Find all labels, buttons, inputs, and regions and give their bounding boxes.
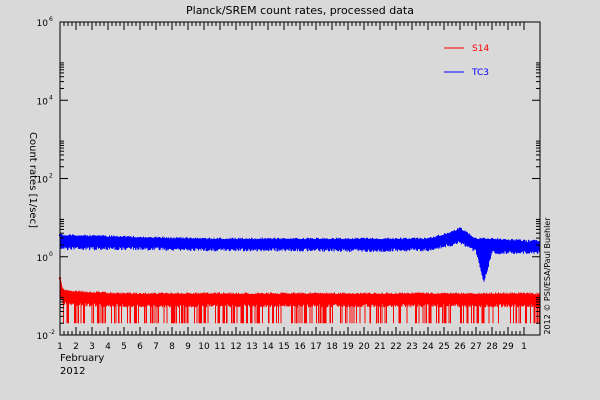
data-point	[282, 237, 286, 241]
x-axis-label: February 2012	[60, 353, 104, 377]
x-tick-label: 9	[185, 342, 191, 352]
data-point	[522, 292, 526, 296]
x-tick-label: 4	[105, 342, 111, 352]
data-point	[362, 237, 366, 241]
x-tick-label: 26	[454, 342, 466, 352]
x-tick-label: 16	[294, 342, 306, 352]
x-tick-label: 17	[310, 342, 321, 352]
legend-label-tc3: TC3	[471, 68, 489, 78]
data-point	[450, 231, 454, 234]
x-tick-label: 15	[278, 342, 289, 352]
data-point	[202, 237, 206, 241]
y-axis-label: Count rates [1/sec]	[27, 132, 38, 228]
x-tick-label: 6	[137, 342, 143, 352]
y-tick-exponent: -2	[49, 329, 55, 336]
x-axis: 1 2 3 4 5 6 7 8 9 10 11 12 13 14 15 16 17 18 19 20 21 22 23 24 2…	[57, 22, 527, 352]
y-tick-label: 10	[37, 97, 49, 107]
data-point	[426, 237, 430, 241]
x-tick-label: 2	[73, 342, 79, 352]
x-tick-label: 29	[502, 342, 514, 352]
x-tick-label: 13	[246, 342, 257, 352]
data-point	[482, 292, 486, 296]
y-tick-exponent: 2	[49, 173, 53, 180]
data-point	[62, 288, 65, 292]
data-point	[522, 239, 526, 243]
y-tick-label: 10	[37, 176, 49, 186]
x-tick-label: 12	[230, 342, 241, 352]
data-point	[202, 292, 206, 296]
series-layer	[58, 227, 541, 324]
data-point	[474, 237, 478, 241]
legend: S14 TC3	[444, 44, 489, 78]
y-tick-label: 10	[37, 332, 49, 342]
series-body-s14	[60, 278, 524, 305]
data-point	[122, 292, 126, 296]
data-point	[282, 292, 286, 296]
x-tick-label: 8	[169, 342, 175, 352]
series-tc3	[58, 227, 541, 282]
x-tick-label: 23	[406, 342, 417, 352]
y-tick-label: 10	[37, 254, 49, 264]
x-tick-label: 20	[358, 342, 370, 352]
y-tick-label: 10	[37, 19, 49, 29]
x-tick-label: 22	[390, 342, 401, 352]
chart-title: Planck/SREM count rates, processed data	[186, 4, 414, 17]
x-tick-label: 3	[89, 342, 95, 352]
data-point	[74, 290, 78, 294]
data-point	[362, 292, 366, 296]
x-tick-label: 18	[326, 342, 338, 352]
x-tick-label: 24	[422, 342, 434, 352]
y-tick-exponent: 6	[49, 16, 53, 23]
data-point	[458, 227, 462, 230]
x-axis-label-year: 2012	[60, 366, 85, 377]
x-tick-label: 10	[198, 342, 210, 352]
x-axis-label-month: February	[60, 353, 104, 364]
x-tick-label: 27	[470, 342, 481, 352]
x-tick-label: 19	[342, 342, 354, 352]
data-point	[122, 235, 126, 239]
series-body-tc3	[60, 228, 524, 251]
y-tick-exponent: 0	[49, 251, 53, 258]
x-tick-label: 25	[438, 342, 449, 352]
x-tick-label: 7	[153, 342, 159, 352]
legend-label-s14: S14	[472, 44, 489, 54]
x-tick-label: 14	[262, 342, 274, 352]
x-tick-label: 11	[214, 342, 225, 352]
x-tick-label: 28	[486, 342, 498, 352]
data-point	[482, 237, 486, 241]
x-tick-label: 1	[521, 342, 527, 352]
y-tick-exponent: 4	[49, 94, 53, 101]
credit-text: 2012 © PSI/ESA/Paul Buehler	[543, 217, 552, 335]
x-tick-label: 21	[374, 342, 385, 352]
series-s14	[58, 276, 541, 324]
data-point	[442, 292, 446, 296]
x-tick-label: 5	[121, 342, 127, 352]
data-point	[490, 237, 494, 241]
x-tick-label: 1	[57, 342, 63, 352]
